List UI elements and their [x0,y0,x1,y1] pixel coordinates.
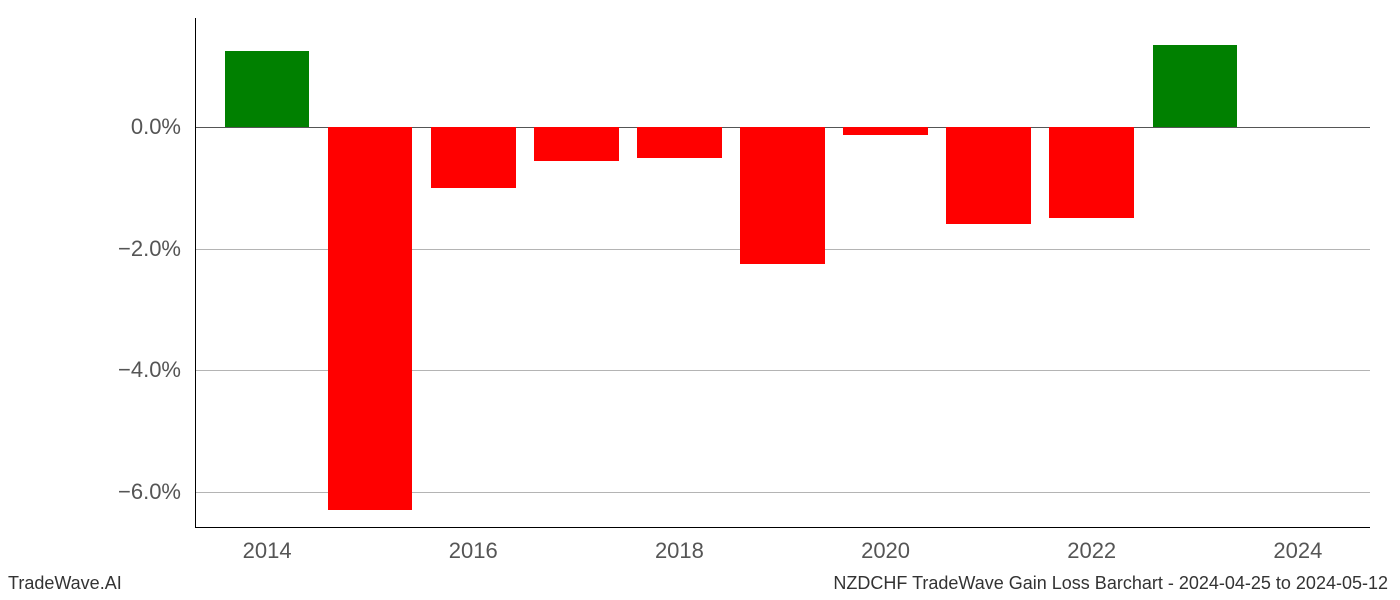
x-tick-label: 2024 [1273,538,1322,564]
y-tick-label: 0.0% [0,114,181,140]
y-tick-label: −4.0% [0,357,181,383]
x-tick-label: 2022 [1067,538,1116,564]
bar [431,127,516,188]
bar [946,127,1031,224]
chart-container: { "chart": { "type": "bar", "background_… [0,0,1400,600]
bar [1153,45,1238,127]
footer-right-text: NZDCHF TradeWave Gain Loss Barchart - 20… [833,573,1388,594]
bar [637,127,722,157]
y-tick-label: −6.0% [0,479,181,505]
x-tick-label: 2018 [655,538,704,564]
x-tick-label: 2016 [449,538,498,564]
bar [740,127,825,264]
x-tick-label: 2020 [861,538,910,564]
footer-left-text: TradeWave.AI [8,573,122,594]
x-tick-label: 2014 [243,538,292,564]
bar [328,127,413,510]
bar [225,51,310,127]
bar [1049,127,1134,218]
bar [843,127,928,134]
bar [534,127,619,160]
y-tick-label: −2.0% [0,236,181,262]
